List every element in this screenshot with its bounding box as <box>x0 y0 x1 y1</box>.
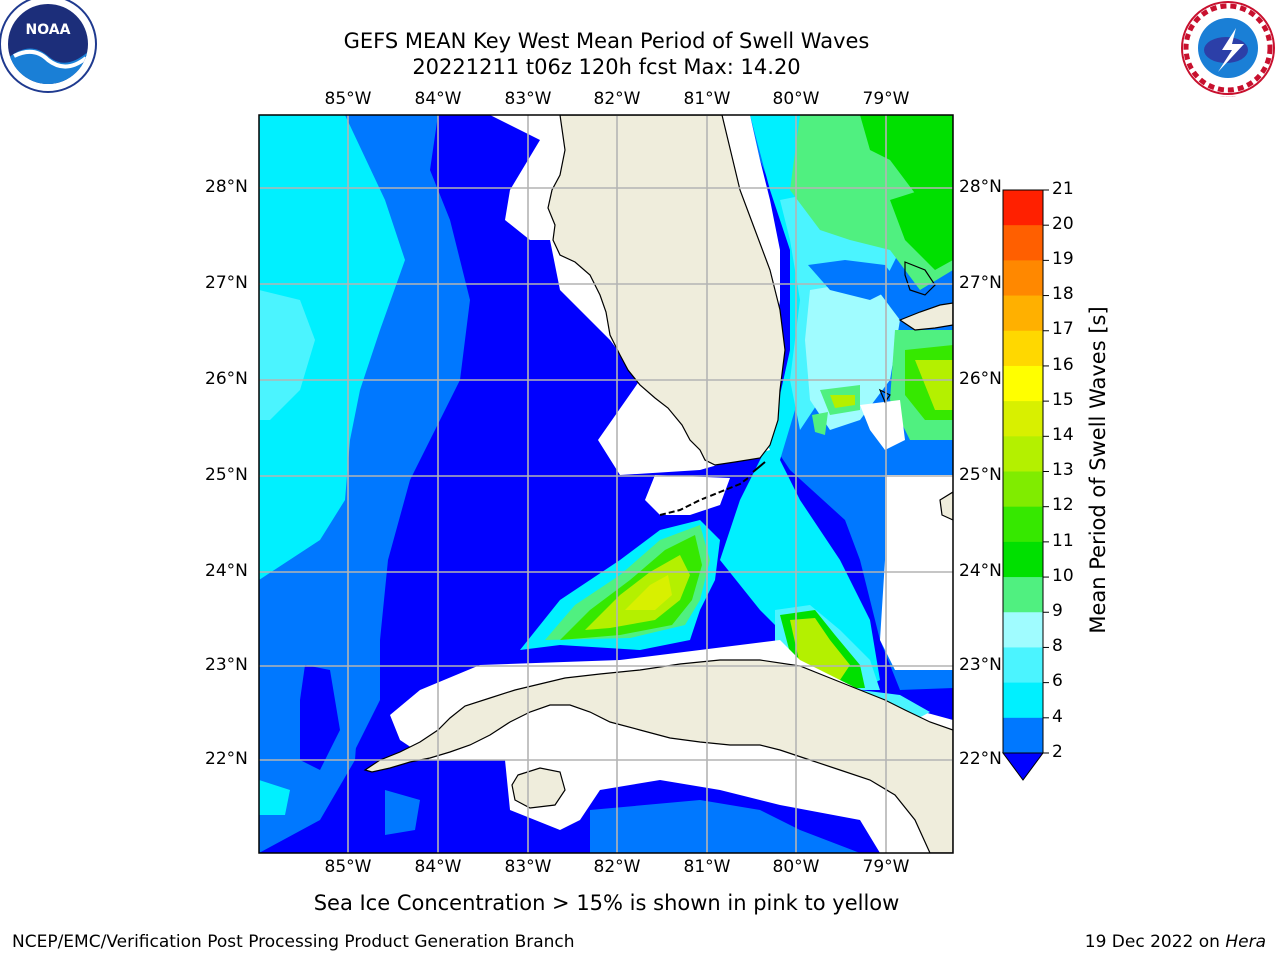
noaa-logo: NOAA <box>0 0 97 93</box>
lon-label-top: 83°W <box>504 89 552 109</box>
lat-label-left: 28°N <box>205 177 248 197</box>
map-area <box>259 115 953 853</box>
colorbar-segment <box>1003 647 1043 684</box>
colorbar-tick: 13 <box>1052 460 1074 480</box>
colorbar-tick: 11 <box>1052 531 1074 551</box>
lat-label-left: 22°N <box>205 749 248 769</box>
lat-label-left: 23°N <box>205 655 248 675</box>
colorbar-segment <box>1003 225 1043 261</box>
land-cuba <box>363 659 953 853</box>
lat-label-left: 24°N <box>205 561 248 581</box>
lat-label-right: 26°N <box>959 369 1002 389</box>
lon-label-top: 80°W <box>772 89 820 109</box>
sea-ice-note: Sea Ice Concentration > 15% is shown in … <box>313 891 900 915</box>
colorbar-segment <box>1003 682 1043 719</box>
lon-label-top: 82°W <box>593 89 641 109</box>
lon-label-bottom: 81°W <box>683 857 731 877</box>
colorbar-segment <box>1003 612 1043 648</box>
colorbar-label: Mean Period of Swell Waves [s] <box>1086 306 1110 634</box>
colorbar-tick: 14 <box>1052 425 1074 445</box>
colorbar-segment <box>1003 471 1043 508</box>
lon-label-top: 85°W <box>324 89 372 109</box>
lat-label-left: 26°N <box>205 369 248 389</box>
colorbar-segment <box>1003 295 1043 332</box>
lon-label-bottom: 84°W <box>414 857 462 877</box>
colorbar-segment <box>1003 541 1043 578</box>
chart-subtitle: 20221211 t06z 120h fcst Max: 14.20 <box>412 55 801 79</box>
lat-label-right: 25°N <box>959 465 1002 485</box>
colorbar-tick: 21 <box>1052 179 1074 199</box>
land-isla-juventud <box>511 767 566 809</box>
chart-title: GEFS MEAN Key West Mean Period of Swell … <box>343 29 870 53</box>
colorbar-tick: 10 <box>1052 566 1074 586</box>
nws-logo: NATIONAL WEATHER SERVICE <box>1181 1 1275 98</box>
colorbar-tick: 8 <box>1052 636 1063 656</box>
colorbar-segment <box>1003 260 1043 297</box>
colorbar-segment <box>1003 577 1043 613</box>
lon-label-bottom: 83°W <box>504 857 552 877</box>
colorbar-segment <box>1003 190 1043 226</box>
colorbar-segment <box>1003 436 1043 472</box>
colorbar-tick: 20 <box>1052 214 1074 234</box>
colorbar-tick: 6 <box>1052 671 1063 691</box>
lat-label-right: 24°N <box>959 561 1002 581</box>
lat-label-right: 23°N <box>959 655 1002 675</box>
colorbar-tick: 19 <box>1052 249 1074 269</box>
lat-label-right: 28°N <box>959 177 1002 197</box>
lat-label-left: 27°N <box>205 273 248 293</box>
colorbar-tick: 18 <box>1052 284 1074 304</box>
colorbar-segment <box>1003 717 1043 754</box>
colorbar-tick: 16 <box>1052 355 1074 375</box>
footer-branch: NCEP/EMC/Verification Post Processing Pr… <box>12 932 575 952</box>
colorbar-tick: 15 <box>1052 390 1074 410</box>
colorbar-tick: 4 <box>1052 707 1063 727</box>
ocean-cyan-west <box>259 115 405 580</box>
noaa-logo-text: NOAA <box>26 22 71 38</box>
lon-label-top: 81°W <box>683 89 731 109</box>
nws-logo-text: NATIONAL WEATHER SERVICE <box>1221 95 1236 98</box>
lon-label-top: 79°W <box>862 89 910 109</box>
colorbar-tick: 9 <box>1052 601 1063 621</box>
colorbar-under-triangle <box>1002 752 1044 781</box>
colorbar-segment <box>1003 506 1043 543</box>
lat-label-right: 27°N <box>959 273 1002 293</box>
colorbar-segment <box>1003 401 1043 437</box>
footer-date-text: 19 Dec 2022 on <box>1084 932 1226 952</box>
footer-host: Hera <box>1225 932 1266 952</box>
colorbar-segment <box>1003 365 1043 402</box>
lon-label-bottom: 80°W <box>772 857 820 877</box>
lat-label-right: 22°N <box>959 749 1002 769</box>
land-bahamas <box>898 302 953 331</box>
colorbar-tick: 17 <box>1052 319 1074 339</box>
gridlines <box>259 115 953 853</box>
colorbar-segment <box>1003 330 1043 367</box>
map-frame <box>258 114 954 854</box>
lon-label-bottom: 82°W <box>593 857 641 877</box>
colorbar <box>1002 189 1049 781</box>
lon-label-bottom: 85°W <box>324 857 372 877</box>
colorbar-tick: 2 <box>1052 742 1063 762</box>
footer-date: 19 Dec 2022 on Hera <box>1085 932 1266 952</box>
colorbar-tick: 12 <box>1052 495 1074 515</box>
lat-label-left: 25°N <box>205 465 248 485</box>
lon-label-bottom: 79°W <box>862 857 910 877</box>
land-florida <box>547 115 786 466</box>
lon-label-top: 84°W <box>414 89 462 109</box>
